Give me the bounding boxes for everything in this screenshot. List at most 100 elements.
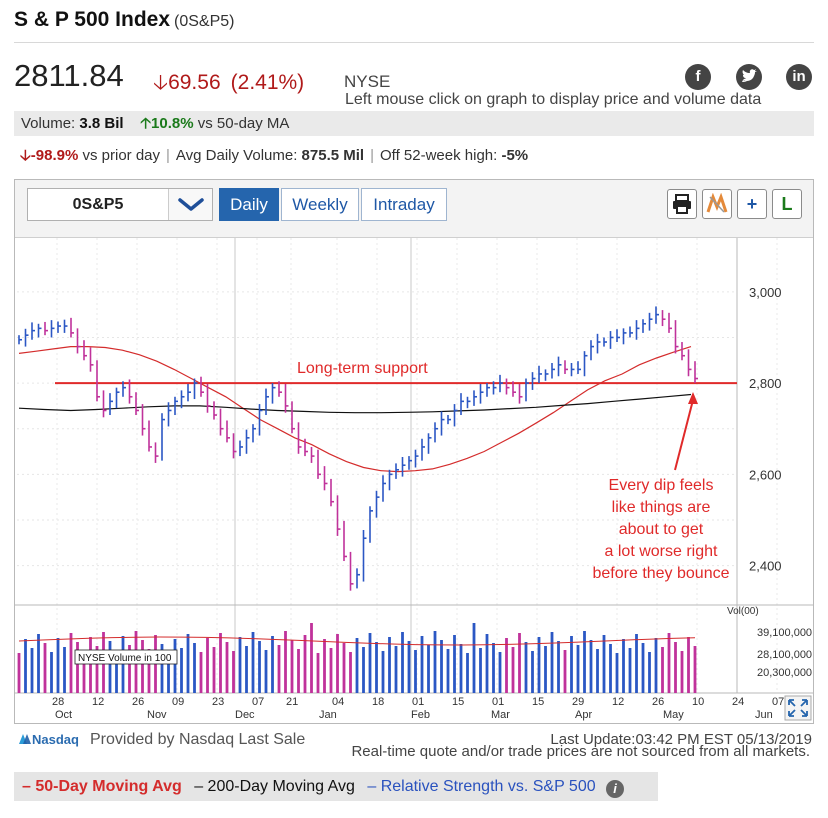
- linkedin-icon[interactable]: in: [786, 64, 812, 90]
- date-tick-label: 29: [572, 696, 584, 708]
- chart-grid: [15, 238, 813, 694]
- legend-ma200[interactable]: – 200-Day Moving Avg: [194, 778, 355, 795]
- volume-axis-label: Vol(00): [727, 606, 759, 617]
- volume-bar: Volume: 3.8 Bil 🡡10.8% vs 50-day MA: [14, 111, 814, 136]
- volume-bar: [427, 645, 430, 693]
- tab-weekly[interactable]: Weekly: [281, 188, 359, 221]
- index-name: S & P 500 Index: [14, 8, 171, 31]
- annotation-note-line: a lot worse right: [605, 543, 718, 560]
- volume-bar: [453, 635, 456, 693]
- symbol-dropdown[interactable]: [168, 189, 212, 220]
- volume-bar: [128, 645, 131, 693]
- volume-bar: [609, 644, 612, 693]
- symbol-input[interactable]: 0S&P5: [27, 188, 213, 221]
- date-tick-label: 12: [612, 696, 624, 708]
- volume-tick-label: 39,100,000: [757, 627, 812, 639]
- volume-label: Volume:: [21, 115, 76, 132]
- volume-value: 3.8 Bil: [79, 115, 124, 132]
- date-tick-label: 01: [412, 696, 424, 708]
- l-icon[interactable]: L: [772, 189, 802, 219]
- volume-bar: [693, 646, 697, 693]
- legend-ma50[interactable]: – 50-Day Moving Avg: [22, 778, 182, 795]
- price-tick-label: 3,000: [749, 285, 782, 300]
- date-tick-label: 26: [132, 696, 144, 708]
- support-label: Long-term support: [297, 360, 428, 377]
- volume-bar: [212, 647, 216, 693]
- volume-bar: [414, 650, 417, 693]
- volume-bar: [628, 648, 632, 693]
- volume-bar: [342, 643, 346, 693]
- volume-bar: [583, 631, 586, 693]
- separator: |: [370, 147, 374, 164]
- volume-bar: [466, 653, 469, 693]
- provider-text: Provided by Nasdaq Last Sale: [90, 731, 306, 748]
- tab-daily[interactable]: Daily: [219, 188, 279, 221]
- volume-bar: [24, 639, 27, 693]
- volume-bar: [323, 639, 326, 693]
- volume-bar: [511, 647, 515, 693]
- volume-bar: [173, 639, 177, 693]
- date-tick-label: 01: [492, 696, 504, 708]
- price-axis: 3,000 2,800 2,600 2,400: [749, 285, 782, 574]
- nasdaq-logo: Nasdaq: [18, 732, 79, 747]
- volume-bar: [232, 651, 235, 693]
- volume-bar: [251, 632, 255, 693]
- price-change: 🡣69.56 (2.41%): [153, 68, 304, 103]
- legend-rs[interactable]: – Relative Strength vs. S&P 500: [367, 778, 596, 795]
- volume-bar: [661, 647, 664, 693]
- volume-bar: [329, 648, 333, 693]
- info-icon[interactable]: i: [606, 780, 625, 798]
- volume-bar: [557, 641, 560, 693]
- volume-bar: [505, 638, 508, 693]
- volume-bar: [381, 651, 385, 693]
- volume-bar: [479, 648, 482, 693]
- date-tick-label: 18: [372, 696, 384, 708]
- nasdaq-label: Nasdaq: [32, 732, 79, 747]
- volume-bar: [641, 643, 645, 693]
- volume-bar: [654, 638, 658, 693]
- volume-bar: [375, 642, 378, 693]
- add-icon[interactable]: +: [737, 189, 767, 219]
- volume-bar: [167, 653, 170, 693]
- price-chart[interactable]: 3,000 2,800 2,600 2,400 Long-term support V…: [15, 238, 813, 723]
- volume-bar: [206, 638, 209, 693]
- volume-bar: [82, 651, 86, 693]
- date-tick-label: 07: [772, 696, 784, 708]
- volume-bar: [602, 635, 606, 693]
- date-tick-label: 12: [92, 696, 104, 708]
- annotation-note-line: like things are: [612, 499, 711, 516]
- volume-bar: [349, 652, 352, 693]
- volume-tick-label: 28,100,000: [757, 649, 812, 661]
- price-bars: [18, 306, 698, 591]
- date-tick-label: 21: [286, 696, 298, 708]
- volume-bar: [576, 645, 580, 693]
- volume-bar: [147, 649, 151, 693]
- down-arrow-icon: 🡣: [20, 147, 31, 164]
- off-high-value: -5%: [501, 147, 529, 164]
- tab-intraday[interactable]: Intraday: [361, 188, 447, 221]
- last-update: Last Update:03:42 PM EST 05/13/2019: [550, 731, 812, 748]
- volume-tick-label: 20,300,000: [757, 667, 812, 679]
- toggle-icon[interactable]: [702, 189, 732, 219]
- annotation-arrowhead: [688, 392, 698, 404]
- volume-bar: [225, 642, 229, 693]
- price-tick-label: 2,400: [749, 559, 782, 574]
- exchange-label: NYSE: [344, 72, 391, 91]
- facebook-icon[interactable]: f: [685, 64, 711, 90]
- volume-bar: [180, 648, 183, 693]
- volume-bar: [531, 651, 534, 693]
- twitter-icon[interactable]: [736, 64, 762, 90]
- volume-bar: [433, 631, 437, 693]
- annotation-arrow: [674, 399, 694, 471]
- up-arrow-icon: 🡡: [140, 115, 152, 132]
- expand-icon[interactable]: [784, 695, 812, 721]
- ma50-line: [18, 345, 692, 473]
- print-icon[interactable]: [667, 189, 697, 219]
- month-label: Apr: [575, 709, 592, 721]
- chart-hint: Left mouse click on graph to display pri…: [345, 91, 762, 108]
- volume-bar: [537, 637, 541, 693]
- volume-bar: [550, 632, 554, 693]
- volume-bar: [271, 636, 274, 693]
- date-tick-label: 15: [532, 696, 544, 708]
- volume-bar: [160, 644, 164, 693]
